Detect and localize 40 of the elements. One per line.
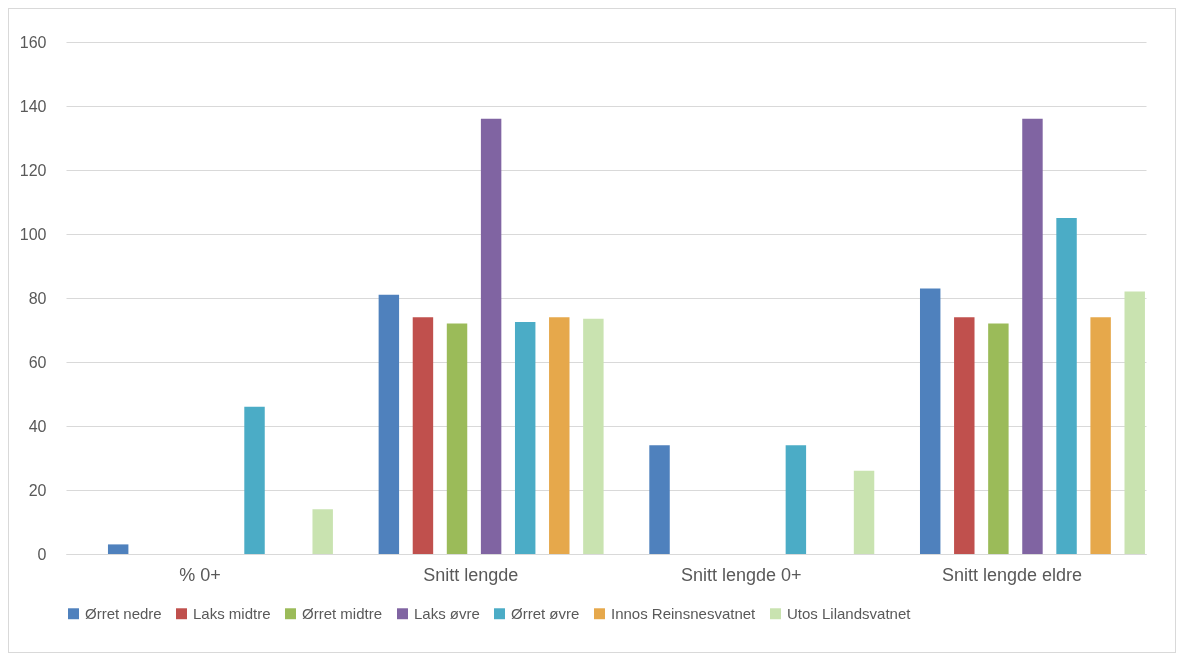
- bar: [1090, 317, 1111, 554]
- legend-label: Ørret øvre: [511, 604, 580, 622]
- y-tick-label: 20: [28, 481, 47, 499]
- bar: [649, 445, 670, 554]
- legend-label: Utos Lilandsvatnet: [787, 604, 912, 622]
- bar: [853, 470, 875, 554]
- x-tick-label: Snitt lengde: [423, 564, 519, 585]
- y-tick-label: 120: [19, 161, 47, 179]
- x-tick-label: Snitt lengde eldre: [941, 564, 1083, 585]
- y-tick-label: 0: [37, 545, 47, 563]
- legend-label: Innos Reinsnesvatnet: [611, 604, 757, 622]
- y-tick-label: 100: [19, 225, 47, 243]
- bar: [549, 317, 570, 554]
- bar: [312, 509, 333, 554]
- bar: [446, 323, 468, 554]
- bar: [785, 445, 807, 554]
- legend-label: Ørret midtre: [302, 604, 383, 622]
- y-tick-label: 40: [28, 417, 47, 435]
- legend-label: Laks midtre: [193, 604, 271, 622]
- bar: [988, 323, 1009, 554]
- bar: [1022, 118, 1043, 554]
- bar: [583, 318, 604, 554]
- x-tick-label: % 0+: [179, 564, 221, 585]
- bar: [954, 317, 975, 554]
- legend-label: Laks øvre: [414, 604, 480, 622]
- bar: [107, 544, 129, 554]
- bar: [480, 118, 502, 554]
- bar: [244, 406, 265, 554]
- y-tick-label: 160: [19, 33, 47, 51]
- bar: [514, 322, 536, 554]
- bar: [1056, 218, 1077, 554]
- bar: [412, 317, 434, 554]
- bar: [378, 294, 400, 554]
- y-tick-label: 140: [19, 97, 47, 115]
- bar: [919, 288, 941, 554]
- y-tick-label: 80: [28, 289, 47, 307]
- x-tick-label: Snitt lengde 0+: [681, 564, 802, 585]
- y-tick-label: 60: [28, 353, 47, 371]
- bar: [1124, 291, 1145, 554]
- legend-label: Ørret nedre: [85, 604, 162, 622]
